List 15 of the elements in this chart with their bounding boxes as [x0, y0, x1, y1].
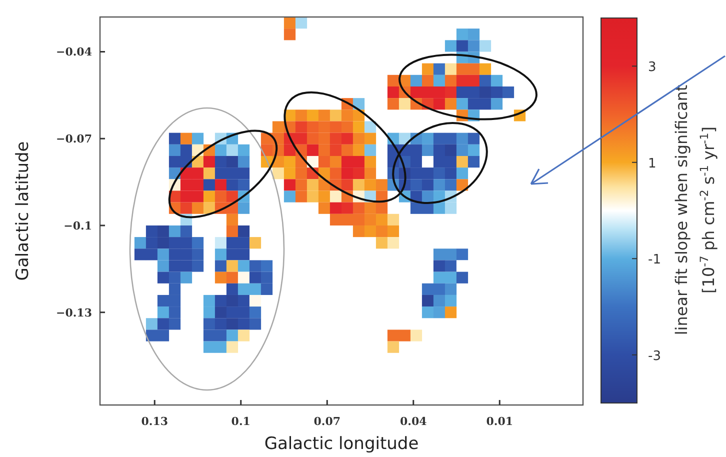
color-bar-label: 3: [648, 60, 656, 76]
y-tick-label: −0.07: [56, 132, 92, 146]
y-tick-label: −0.13: [56, 306, 92, 320]
color-bar-label: -3: [648, 348, 661, 364]
x-tick-label: 0.1: [231, 415, 250, 428]
x-tick-label: 0.04: [400, 415, 428, 428]
color-bar-label: -1: [648, 252, 661, 268]
y-tick-label: −0.1: [64, 219, 92, 232]
color-bar-label: 1: [648, 156, 656, 172]
y-axis-title: Galactic latitude: [13, 141, 33, 281]
y-tick-label: −0.04: [56, 46, 92, 59]
x-axis-title: Galactic longitude: [264, 434, 419, 454]
x-tick-label: 0.13: [141, 415, 168, 428]
x-tick-label: 0.07: [314, 415, 341, 428]
x-tick-label: 0.01: [486, 415, 514, 428]
